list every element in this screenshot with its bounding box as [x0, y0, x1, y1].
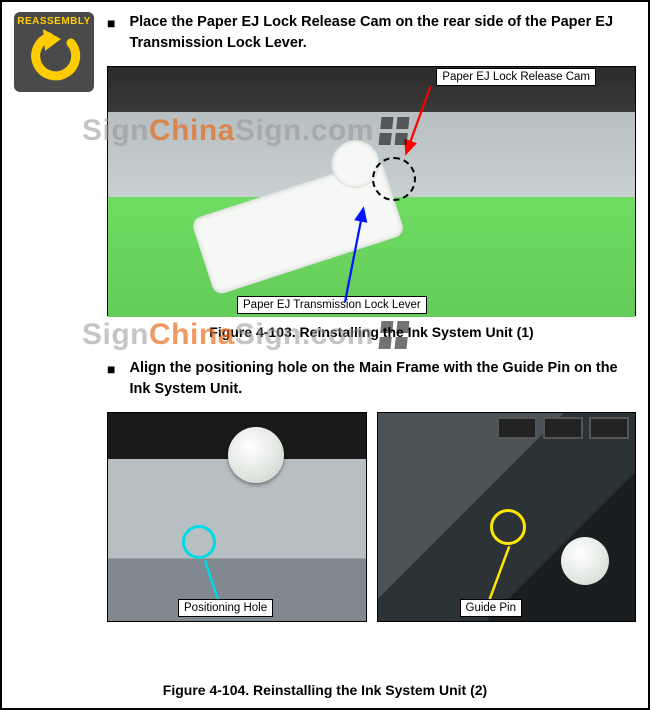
step-2: ■ Align the positioning hole on the Main…	[107, 358, 636, 400]
figure-104: Positioning Hole Guide Pin	[107, 412, 636, 622]
bullet-icon: ■	[107, 359, 115, 379]
callout-cam: Paper EJ Lock Release Cam	[436, 68, 596, 86]
figure-103-caption: Figure 4-103. Reinstalling the Ink Syste…	[107, 324, 636, 340]
white-cap-shape	[561, 537, 609, 585]
guide-pin-circle	[490, 509, 526, 545]
cap-pads	[497, 417, 629, 439]
bullet-icon: ■	[107, 13, 115, 33]
figure-104-caption: Figure 4-104. Reinstalling the Ink Syste…	[2, 682, 648, 698]
callout-lever: Paper EJ Transmission Lock Lever	[237, 296, 427, 314]
figure-104-right: Guide Pin	[377, 412, 637, 622]
figure-104-left-photo	[108, 413, 366, 621]
step-1: ■ Place the Paper EJ Lock Release Cam on…	[107, 12, 636, 54]
figure-104-left: Positioning Hole	[107, 412, 367, 622]
callout-positioning-hole: Positioning Hole	[178, 599, 273, 617]
content-column: ■ Place the Paper EJ Lock Release Cam on…	[107, 12, 636, 622]
step-1-text: Place the Paper EJ Lock Release Cam on t…	[129, 12, 636, 54]
step-2-text: Align the positioning hole on the Main F…	[129, 358, 636, 400]
figure-104-right-photo	[378, 413, 636, 621]
figure-103: Paper EJ Lock Release Cam Paper EJ Trans…	[107, 66, 636, 316]
positioning-hole-circle	[182, 525, 216, 559]
reassembly-badge: REASSEMBLY	[14, 12, 94, 92]
callout-guide-pin: Guide Pin	[460, 599, 523, 617]
cam-indicator-circle	[372, 157, 416, 201]
knob-shape	[228, 427, 284, 483]
figure-103-photo	[108, 67, 635, 317]
reassembly-arrow-icon	[25, 29, 83, 81]
reassembly-label: REASSEMBLY	[17, 16, 91, 27]
